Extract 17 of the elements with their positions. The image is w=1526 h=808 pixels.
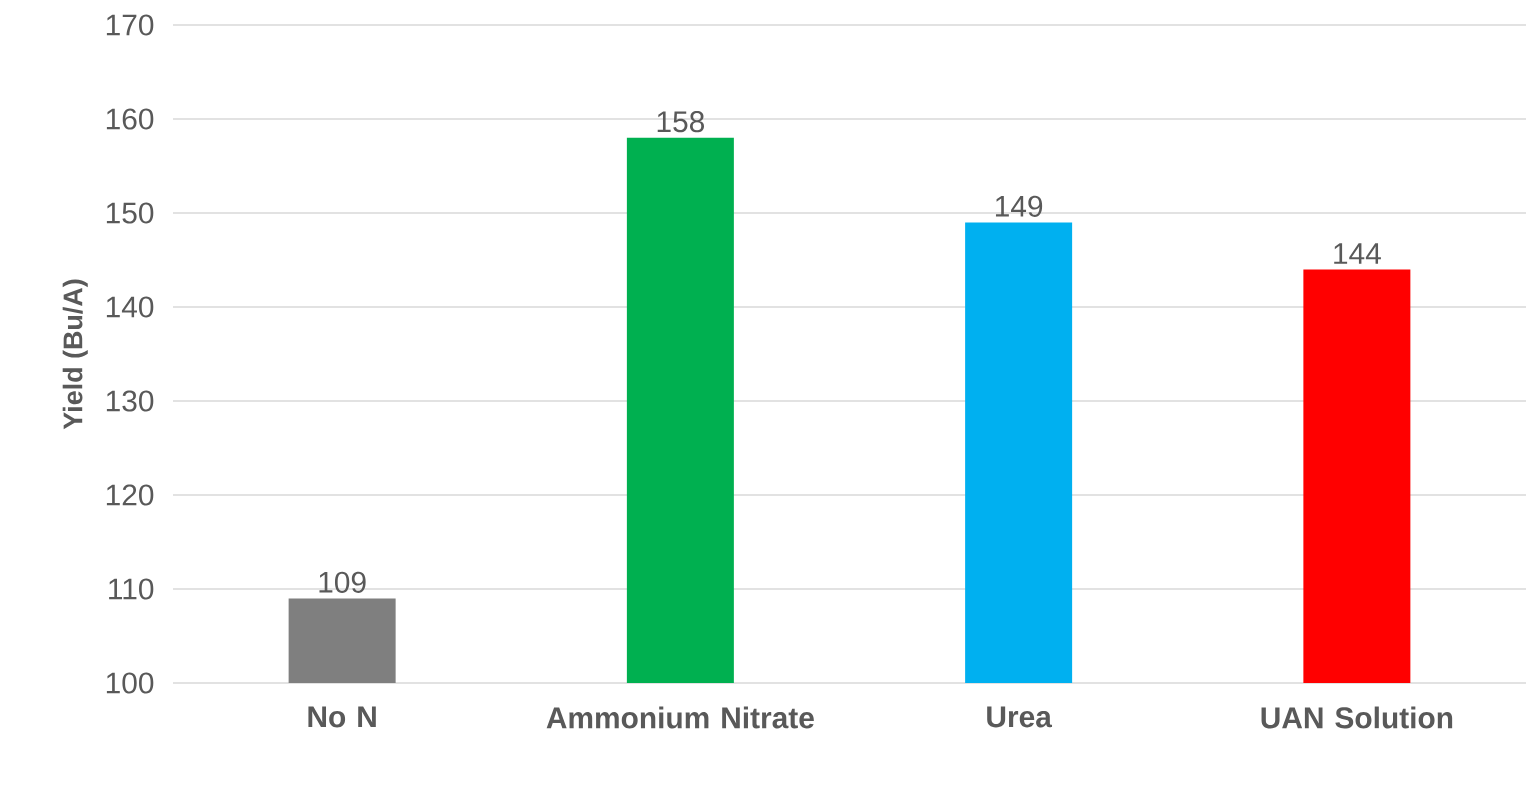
data-label: 149	[995, 195, 1043, 217]
x-tick-label: UAN Solution	[1261, 706, 1453, 729]
y-tick-label: 160	[106, 108, 154, 130]
y-tick-label: 130	[106, 390, 154, 412]
y-tick-label: 100	[106, 672, 154, 694]
y-tick-label: 120	[106, 484, 154, 506]
data-label: 144	[1334, 243, 1381, 264]
y-tick-label: 140	[106, 296, 154, 318]
y-tick-label: 170	[106, 14, 154, 36]
data-label: 109	[319, 571, 366, 593]
x-tick-label: Urea	[987, 706, 1053, 728]
data-label: 158	[657, 111, 705, 133]
x-tick-label: No N	[308, 706, 376, 728]
y-tick-label: 110	[109, 578, 154, 600]
y-axis-title: Yield (Bu/A)	[62, 279, 88, 430]
x-tick-label: Ammonium Nitrate	[546, 706, 814, 729]
y-tick-label: 150	[106, 202, 154, 224]
